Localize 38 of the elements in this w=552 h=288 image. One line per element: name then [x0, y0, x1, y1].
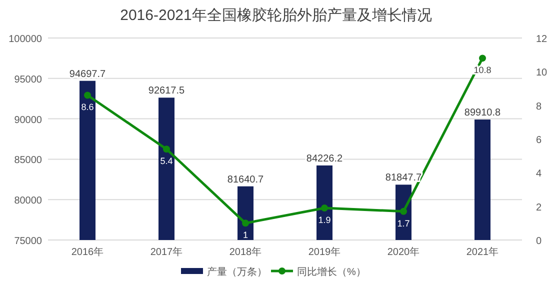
- y2-tick-label: 8: [536, 101, 542, 112]
- legend-label: 同比增长（%）: [297, 266, 366, 278]
- y2-tick-label: 10: [536, 68, 548, 79]
- point: [400, 208, 407, 215]
- y-tick-label: 80000: [14, 196, 42, 207]
- data-label: 1.7: [397, 218, 410, 228]
- point: [163, 146, 170, 153]
- y2-tick-label: 6: [536, 135, 542, 146]
- x-tick-label: 2020年: [387, 246, 420, 258]
- x-tick-label: 2018年: [229, 246, 262, 258]
- data-label: 1.9: [318, 215, 331, 226]
- point: [84, 92, 91, 99]
- y-tick-label: 85000: [14, 155, 42, 166]
- y-tick-label: 100000: [8, 34, 42, 45]
- data-label: 89910.8: [464, 108, 502, 119]
- y2-tick-label: 12: [536, 34, 548, 45]
- x-tick-label: 2019年: [308, 246, 341, 258]
- chart-title: 2016-2021年全国橡胶轮胎外胎产量及增长情况: [120, 7, 432, 24]
- x-tick-label: 2021年: [466, 246, 499, 258]
- y-tick-label: 75000: [14, 236, 42, 247]
- data-label: 1: [242, 230, 248, 240]
- data-label: 92617.5: [148, 86, 186, 97]
- data-label: 81640.7: [227, 174, 264, 186]
- x-tick-label: 2016年: [71, 246, 104, 258]
- legend-label: 产量（万条）: [207, 266, 267, 278]
- y-tick-label: 90000: [14, 114, 42, 126]
- data-label: 94697.7: [69, 68, 106, 80]
- y2-tick-label: 0: [536, 236, 542, 247]
- point: [321, 204, 328, 212]
- y2-tick-label: 2: [536, 202, 542, 214]
- data-label: 5.4: [160, 156, 173, 166]
- data-label: 84226.2: [306, 153, 344, 164]
- point: [242, 220, 249, 227]
- point: [479, 54, 486, 62]
- y-tick-label: 95000: [14, 74, 42, 86]
- x-tick-label: 2017年: [150, 246, 183, 258]
- data-label: 8.6: [81, 102, 94, 112]
- y2-tick-label: 4: [536, 168, 542, 180]
